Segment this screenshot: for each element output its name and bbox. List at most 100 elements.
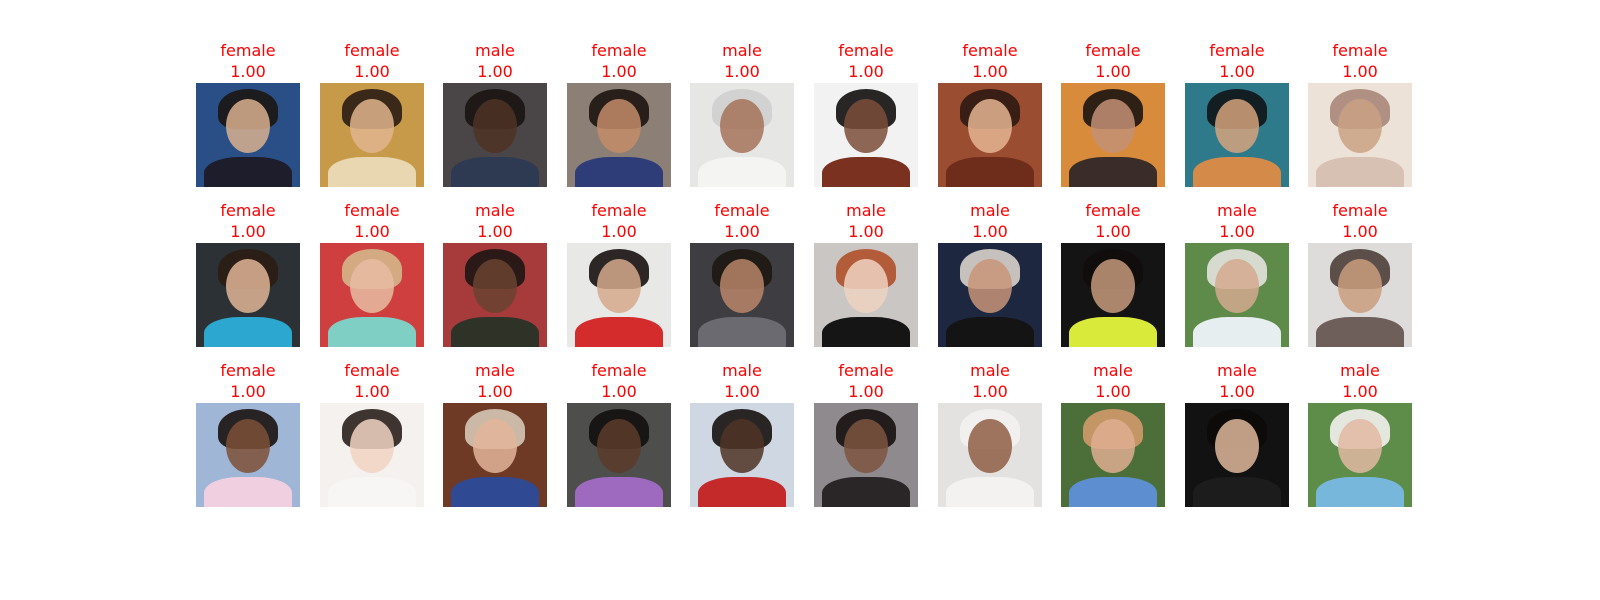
- prediction-label: female 1.00: [794, 40, 938, 82]
- confidence-score: 1.00: [724, 382, 760, 401]
- grid-cell: male 1.00: [814, 200, 918, 347]
- prediction-label: female 1.00: [300, 200, 444, 242]
- clothing-shape: [204, 317, 292, 347]
- clothing-shape: [698, 317, 786, 347]
- grid-cell: female 1.00: [320, 360, 424, 507]
- prediction-label: male 1.00: [918, 360, 1062, 402]
- face-shape: [473, 419, 517, 473]
- face-shape: [226, 99, 270, 153]
- clothing-shape: [1069, 157, 1157, 187]
- face-thumbnail: [938, 83, 1042, 187]
- confidence-score: 1.00: [477, 222, 513, 241]
- face-thumbnail: [320, 243, 424, 347]
- grid-cell: female 1.00: [814, 360, 918, 507]
- prediction-label: female 1.00: [300, 40, 444, 82]
- confidence-score: 1.00: [1095, 382, 1131, 401]
- grid-cell: male 1.00: [1185, 360, 1289, 507]
- face-thumbnail: [690, 403, 794, 507]
- face-thumbnail: [938, 403, 1042, 507]
- face-thumbnail: [567, 243, 671, 347]
- gender-label: female: [1332, 41, 1388, 60]
- clothing-shape: [698, 477, 786, 507]
- clothing-shape: [1069, 477, 1157, 507]
- grid-cell: female 1.00: [1061, 40, 1165, 187]
- gender-label: male: [970, 361, 1010, 380]
- grid-cell: female 1.00: [814, 40, 918, 187]
- face-thumbnail: [196, 83, 300, 187]
- prediction-label: female 1.00: [1041, 40, 1185, 82]
- face-shape: [844, 99, 888, 153]
- grid-cell: female 1.00: [567, 200, 671, 347]
- face-thumbnail: [443, 403, 547, 507]
- clothing-shape: [328, 477, 416, 507]
- grid-cell: female 1.00: [1185, 40, 1289, 187]
- prediction-label: male 1.00: [1165, 200, 1309, 242]
- grid-cell: female 1.00: [196, 360, 300, 507]
- face-thumbnail: [1308, 403, 1412, 507]
- face-shape: [968, 259, 1012, 313]
- face-thumbnail: [690, 243, 794, 347]
- face-thumbnail: [320, 403, 424, 507]
- face-shape: [350, 419, 394, 473]
- face-shape: [968, 419, 1012, 473]
- face-thumbnail: [443, 243, 547, 347]
- confidence-score: 1.00: [230, 382, 266, 401]
- face-shape: [720, 259, 764, 313]
- face-shape: [1215, 419, 1259, 473]
- grid-cell: male 1.00: [938, 360, 1042, 507]
- face-thumbnail: [1061, 403, 1165, 507]
- grid-cell: female 1.00: [320, 40, 424, 187]
- face-shape: [226, 259, 270, 313]
- grid-cell: male 1.00: [443, 360, 547, 507]
- gender-label: female: [1085, 41, 1141, 60]
- confidence-score: 1.00: [477, 62, 513, 81]
- prediction-label: female 1.00: [176, 360, 320, 402]
- confidence-score: 1.00: [354, 62, 390, 81]
- prediction-label: female 1.00: [1041, 200, 1185, 242]
- face-shape: [968, 99, 1012, 153]
- prediction-label: female 1.00: [547, 360, 691, 402]
- face-shape: [1091, 419, 1135, 473]
- gender-label: female: [962, 41, 1018, 60]
- face-shape: [720, 99, 764, 153]
- face-thumbnail: [814, 83, 918, 187]
- face-thumbnail: [1185, 243, 1289, 347]
- gender-label: female: [220, 361, 276, 380]
- clothing-shape: [946, 157, 1034, 187]
- confidence-score: 1.00: [230, 222, 266, 241]
- clothing-shape: [1193, 477, 1281, 507]
- confidence-score: 1.00: [972, 382, 1008, 401]
- gender-label: female: [591, 41, 647, 60]
- face-thumbnail: [1185, 83, 1289, 187]
- clothing-shape: [946, 317, 1034, 347]
- face-thumbnail: [690, 83, 794, 187]
- clothing-shape: [1193, 157, 1281, 187]
- face-thumbnail: [938, 243, 1042, 347]
- confidence-score: 1.00: [601, 62, 637, 81]
- face-shape: [597, 259, 641, 313]
- face-thumbnail: [567, 403, 671, 507]
- gender-label: male: [1093, 361, 1133, 380]
- grid-cell: male 1.00: [443, 40, 547, 187]
- face-shape: [720, 419, 764, 473]
- prediction-label: female 1.00: [918, 40, 1062, 82]
- prediction-label: male 1.00: [1041, 360, 1185, 402]
- clothing-shape: [1069, 317, 1157, 347]
- face-shape: [350, 259, 394, 313]
- clothing-shape: [822, 317, 910, 347]
- grid-cell: male 1.00: [690, 40, 794, 187]
- confidence-score: 1.00: [477, 382, 513, 401]
- clothing-shape: [451, 317, 539, 347]
- face-shape: [350, 99, 394, 153]
- clothing-shape: [204, 157, 292, 187]
- prediction-label: male 1.00: [670, 360, 814, 402]
- clothing-shape: [946, 477, 1034, 507]
- clothing-shape: [575, 477, 663, 507]
- prediction-label: male 1.00: [918, 200, 1062, 242]
- grid-cell: female 1.00: [320, 200, 424, 347]
- face-shape: [473, 99, 517, 153]
- face-shape: [1338, 99, 1382, 153]
- confidence-score: 1.00: [848, 382, 884, 401]
- clothing-shape: [1316, 317, 1404, 347]
- face-thumbnail: [1308, 83, 1412, 187]
